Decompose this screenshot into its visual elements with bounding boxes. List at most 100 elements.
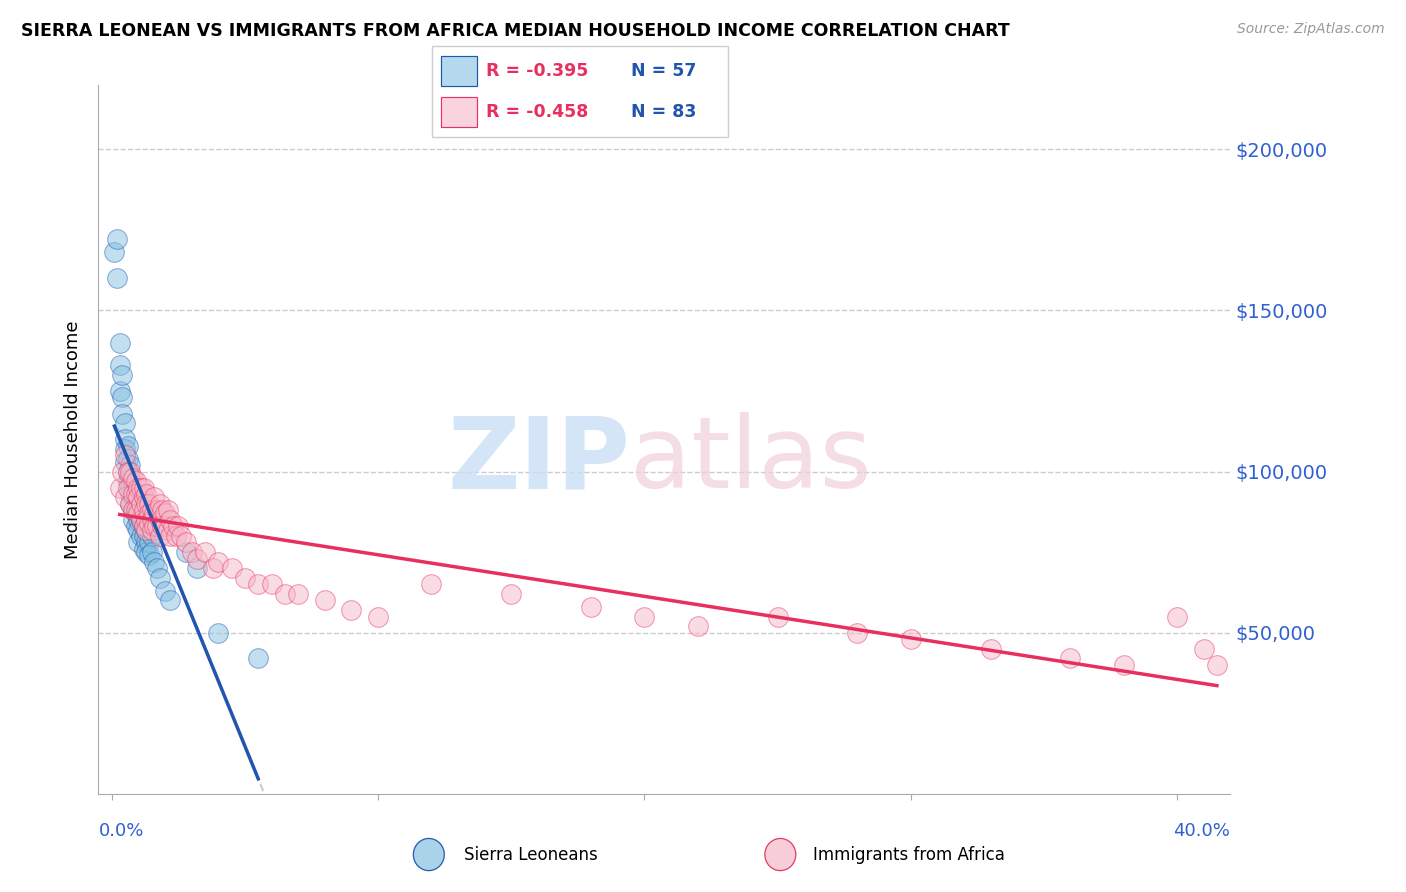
Point (501, 587, 523, 601)
Point (122, 513, 145, 527)
Point (122, 471, 145, 485)
Point (150, 503, 173, 517)
Point (194, 545, 217, 559)
Text: SIERRA LEONEAN VS IMMIGRANTS FROM AFRICA MEDIAN HOUSEHOLD INCOME CORRELATION CHA: SIERRA LEONEAN VS IMMIGRANTS FROM AFRICA… (21, 22, 1010, 40)
Point (340, 603, 363, 617)
Point (162, 519, 184, 533)
Point (132, 503, 155, 517)
Point (138, 516, 160, 530)
Point (108, 335, 131, 350)
Point (141, 545, 163, 559)
Point (117, 451, 139, 466)
Text: N = 83: N = 83 (631, 103, 697, 121)
Point (127, 507, 149, 521)
Text: R = -0.458: R = -0.458 (486, 103, 589, 121)
Point (149, 529, 172, 543)
Point (122, 487, 145, 501)
Point (1166, 609, 1188, 624)
Point (138, 507, 160, 521)
Point (686, 619, 709, 633)
Point (170, 529, 193, 543)
Point (156, 503, 179, 517)
Point (980, 641, 1002, 656)
Point (153, 519, 176, 533)
Point (135, 523, 157, 537)
Point (117, 465, 139, 479)
Point (156, 523, 179, 537)
Point (153, 507, 176, 521)
Point (125, 507, 148, 521)
Point (135, 497, 157, 511)
Point (108, 358, 131, 372)
Point (149, 497, 172, 511)
Point (138, 497, 160, 511)
Point (120, 458, 142, 472)
Point (129, 503, 152, 517)
Point (1206, 657, 1229, 672)
Point (117, 481, 139, 495)
Point (159, 593, 181, 607)
Point (900, 632, 922, 647)
Point (129, 529, 152, 543)
Point (105, 271, 128, 285)
Point (127, 513, 149, 527)
Point (159, 513, 181, 527)
Point (247, 577, 270, 591)
Point (132, 541, 155, 556)
Text: R = -0.395: R = -0.395 (486, 62, 589, 79)
Point (125, 487, 148, 501)
Point (766, 609, 789, 624)
Point (111, 465, 134, 479)
Point (165, 529, 187, 543)
Point (420, 577, 443, 591)
Point (127, 507, 149, 521)
Point (122, 503, 145, 517)
Point (125, 519, 148, 533)
Point (274, 587, 297, 601)
Point (120, 481, 142, 495)
Point (122, 491, 145, 505)
Text: Source: ZipAtlas.com: Source: ZipAtlas.com (1237, 22, 1385, 37)
Point (125, 487, 148, 501)
Point (143, 555, 166, 569)
Point (120, 497, 142, 511)
Point (159, 529, 181, 543)
Text: 0.0%: 0.0% (98, 822, 143, 840)
Point (120, 465, 142, 479)
Point (120, 487, 142, 501)
Point (233, 571, 256, 585)
Point (132, 519, 155, 533)
Text: Sierra Leoneans: Sierra Leoneans (464, 846, 598, 863)
Point (129, 513, 152, 527)
Point (207, 625, 229, 640)
Point (117, 465, 139, 479)
Point (143, 491, 166, 505)
Y-axis label: Median Household Income: Median Household Income (65, 320, 83, 558)
Point (143, 519, 166, 533)
Point (141, 529, 163, 543)
Point (141, 513, 163, 527)
Point (127, 481, 149, 495)
Text: ZIP: ZIP (447, 412, 630, 509)
Point (127, 491, 149, 505)
Point (129, 481, 152, 495)
Text: N = 57: N = 57 (631, 62, 697, 79)
Bar (441, 56, 477, 86)
Bar (441, 56, 477, 86)
Point (207, 555, 229, 569)
Point (150, 519, 173, 533)
Point (1112, 657, 1135, 672)
Point (114, 442, 136, 456)
Point (143, 507, 166, 521)
Point (146, 519, 169, 533)
Text: Immigrants from Africa: Immigrants from Africa (813, 846, 1004, 863)
Point (111, 368, 134, 382)
Point (129, 513, 152, 527)
Point (221, 561, 243, 575)
Point (108, 384, 131, 398)
Point (125, 503, 148, 517)
Point (108, 481, 131, 495)
Point (129, 497, 152, 511)
Point (176, 545, 198, 559)
Point (132, 519, 155, 533)
